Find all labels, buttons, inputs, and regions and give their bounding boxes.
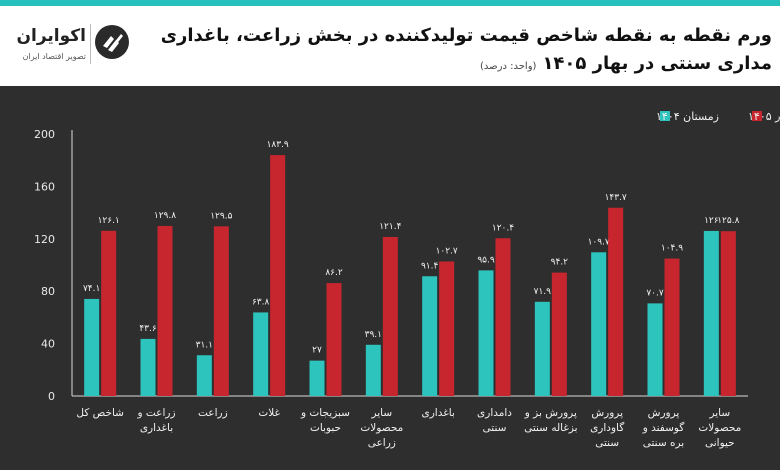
data-label: ۱۴۳.۷ [605,193,627,203]
chart-title-line2-text: مداری سنتی در بهار ۱۴۰۵ [542,53,772,74]
data-label: ۱۲۱.۴ [379,222,401,232]
x-tick-label: پرورش [591,407,623,419]
data-label: ۲۷ [312,346,322,356]
bar-winter-1404 [478,270,494,396]
x-tick-label: باغداری [421,407,454,419]
brand-name: اکوایران [16,26,87,46]
bar-winter-1404 [422,276,438,396]
chart-title: ورم نقطه به نقطه شاخص قیمت تولیدکننده در… [162,22,772,81]
bar-winter-1404 [703,230,719,396]
data-label: ۷۱.۹ [534,287,552,297]
accent-strip [0,0,780,6]
data-label: ۱۰۲.۷ [436,246,458,256]
data-label: ۹۵.۹ [477,255,495,265]
x-tick-label: حیوانی [705,437,735,449]
data-label: ۳۹.۱ [365,330,382,340]
y-tick-label: 80 [41,285,55,298]
unit-label: (واحد: درصد) [480,61,537,72]
chart-title-line2: مداری سنتی در بهار ۱۴۰۵ (واحد: درصد) [162,50,772,81]
data-label: ۴۳.۶ [139,324,157,334]
x-tick-label: بره سنتی [643,437,684,449]
data-label: ۱۸۳.۹ [267,140,289,150]
x-tick-label: محصولات [698,422,741,434]
y-tick-label: 40 [41,338,55,351]
data-label: ۶۳.۸ [252,297,270,307]
x-tick-label: سنتی [483,422,507,434]
y-tick-label: 160 [34,180,55,193]
data-label: ۱۲۶.۱ [98,216,120,226]
bar-spring-1405 [382,236,398,396]
x-tick-label: سایر [370,407,392,419]
x-tick-label: سنتی [595,437,619,449]
ecoiran-logo-icon [95,25,129,59]
y-tick-label: 200 [34,128,55,141]
bar-winter-1404 [647,303,663,396]
bar-winter-1404 [196,355,212,396]
bar-spring-1405 [439,261,455,396]
y-tick-label: 0 [48,390,55,403]
bar-spring-1405 [664,258,680,396]
bar-winter-1404 [140,338,156,396]
data-label: ۱۲۰.۴ [492,223,514,233]
bar-spring-1405 [551,272,567,396]
x-tick-label: گوسفند و [642,421,685,434]
legend-label-spring-1405: بهار ۱۴۰۵ [748,110,780,123]
data-label: ۸۶.۲ [325,268,343,278]
bar-chart: 0 40 80 120 160 200 ۷۴.۱ ۱۲۶.۱ شاخص کل ۴۳.۶ ۱۲۹.۸ ز… [34,110,780,449]
bar-spring-1405 [101,230,117,396]
x-tick-label: بزغاله سنتی [524,422,577,434]
bar-winter-1404 [365,344,381,396]
x-tick-label: محصولات [360,422,403,434]
x-tick-label: شاخص کل [76,407,124,419]
bar-winter-1404 [253,312,269,396]
x-tick-label: زراعت [198,407,228,419]
data-label: ۱۰۴.۹ [661,244,683,254]
chart-area: 0 40 80 120 160 200 ۷۴.۱ ۱۲۶.۱ شاخص کل ۴۳.۶ ۱۲۹.۸ ز… [0,86,780,470]
bar-spring-1405 [213,226,229,396]
x-tick-label: گاوداری [590,421,624,434]
x-tick-label: باغداری [140,422,173,434]
bar-spring-1405 [720,231,736,396]
header: اکوایران تصویر اقتصاد ایران ورم نقطه به … [0,6,780,86]
x-tick-label: غلات [258,407,280,419]
data-label: ۹۱.۴ [421,261,439,271]
y-tick-label: 120 [34,233,55,246]
data-label: ۱۲۹.۸ [154,211,176,221]
data-label: ۳۱.۱ [196,340,213,350]
x-tick-label: زراعت و [136,407,175,419]
legend-swatch-winter-1404 [660,111,670,121]
bar-winter-1404 [591,252,607,396]
x-tick-label: پرورش [648,407,680,419]
data-label: ۱۲۹.۵ [210,211,232,221]
brand-tagline: تصویر اقتصاد ایران [22,52,86,61]
bar-spring-1405 [157,225,173,396]
data-label: ۱۲۶ [704,216,719,226]
brand-logo: اکوایران تصویر اقتصاد ایران [6,18,130,70]
bar-winter-1404 [534,301,550,396]
bar-spring-1405 [326,283,342,396]
x-tick-label: پرورش بز و [524,407,577,419]
bar-winter-1404 [84,298,100,396]
logo-divider [90,24,91,64]
data-label: ۹۴.۲ [551,258,569,268]
bar-winter-1404 [309,360,325,396]
data-label: ۷۴.۱ [83,284,100,294]
x-tick-label: سبزیجات و [300,407,350,419]
legend-label-winter-1404: زمستان ۱۴۰۴ [656,110,719,123]
data-label: ۷۰.۷ [646,288,664,298]
chart-title-line1: ورم نقطه به نقطه شاخص قیمت تولیدکننده در… [162,25,772,46]
bar-spring-1405 [270,155,286,396]
data-label: ۱۰۹.۷ [588,237,610,247]
legend-swatch-spring-1405 [752,111,762,121]
x-tick-label: زراعی [368,437,396,449]
x-tick-label: دامداری [477,407,512,419]
x-tick-label: سایر [708,407,730,419]
bar-spring-1405 [608,207,624,396]
data-label: ۱۲۵.۸ [717,216,739,226]
bar-spring-1405 [495,238,511,396]
x-tick-label: حبوبات [310,422,341,434]
